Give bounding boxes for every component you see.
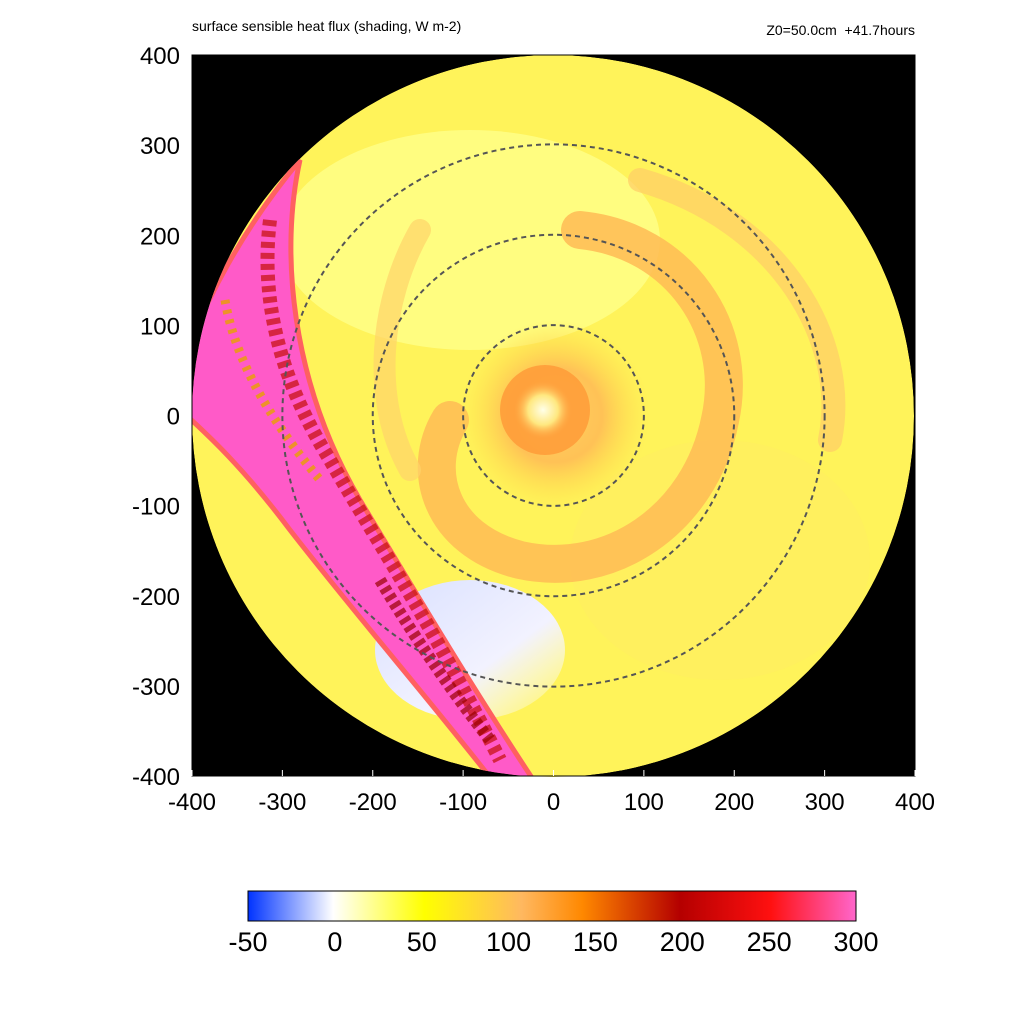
y-axis: 400 300 200 100 0 -100 -200 -300 -400 <box>132 43 180 791</box>
high-flux-band <box>192 158 545 777</box>
eye <box>513 380 573 440</box>
high-flux-streaks <box>374 576 495 744</box>
colorbar <box>247 890 857 922</box>
colorbar-tick-label: 100 <box>486 927 531 957</box>
x-tick-label: -100 <box>439 789 487 816</box>
range-ring-200 <box>371 233 736 598</box>
colorbar-ticks: -50 0 50 100 150 200 250 300 <box>228 927 878 957</box>
range-ring-100 <box>462 324 645 507</box>
colorbar-tick-label: 300 <box>833 927 878 957</box>
y-tick-label: 100 <box>140 313 180 340</box>
y-tick-label: -400 <box>132 764 180 791</box>
run-annotation: Z0=50.0cm +41.7hours <box>766 22 915 38</box>
colorbar-tick-label: 0 <box>327 927 342 957</box>
high-flux-streaks <box>220 299 324 483</box>
spiral-rainband <box>628 168 846 452</box>
y-tick-label: 300 <box>140 133 180 160</box>
colorbar-tick-label: -50 <box>228 927 267 957</box>
range-rings <box>281 143 826 688</box>
colorbar-tick-label: 200 <box>660 927 705 957</box>
y-tick-label: -300 <box>132 674 180 701</box>
chart-title: surface sensible heat flux (shading, W m… <box>192 18 462 34</box>
x-axis: -400 -300 -200 -100 0 100 200 300 400 <box>168 770 935 816</box>
pale-band <box>570 440 870 680</box>
x-tick-label: 300 <box>805 789 845 816</box>
y-tick-label: 400 <box>140 43 180 70</box>
y-tick-label: -100 <box>132 494 180 521</box>
x-tick-label: 0 <box>547 789 560 816</box>
x-tick-label: 100 <box>624 789 664 816</box>
range-ring-300 <box>281 143 826 688</box>
x-tick-label: 400 <box>895 789 935 816</box>
y-tick-label: 0 <box>167 404 180 431</box>
colorbar-tick-label: 150 <box>573 927 618 957</box>
pale-band <box>280 130 660 350</box>
x-tick-label: -400 <box>168 789 216 816</box>
spiral-rainband <box>417 211 743 583</box>
colorbar-tick-label: 50 <box>407 927 437 957</box>
high-flux-streaks <box>260 219 507 764</box>
y-tick-label: -200 <box>132 584 180 611</box>
x-tick-label: -200 <box>349 789 397 816</box>
colorbar-tick-label: 250 <box>747 927 792 957</box>
y-tick-label: 200 <box>140 223 180 250</box>
x-tick-label: -300 <box>258 789 306 816</box>
x-tick-label: 200 <box>714 789 754 816</box>
